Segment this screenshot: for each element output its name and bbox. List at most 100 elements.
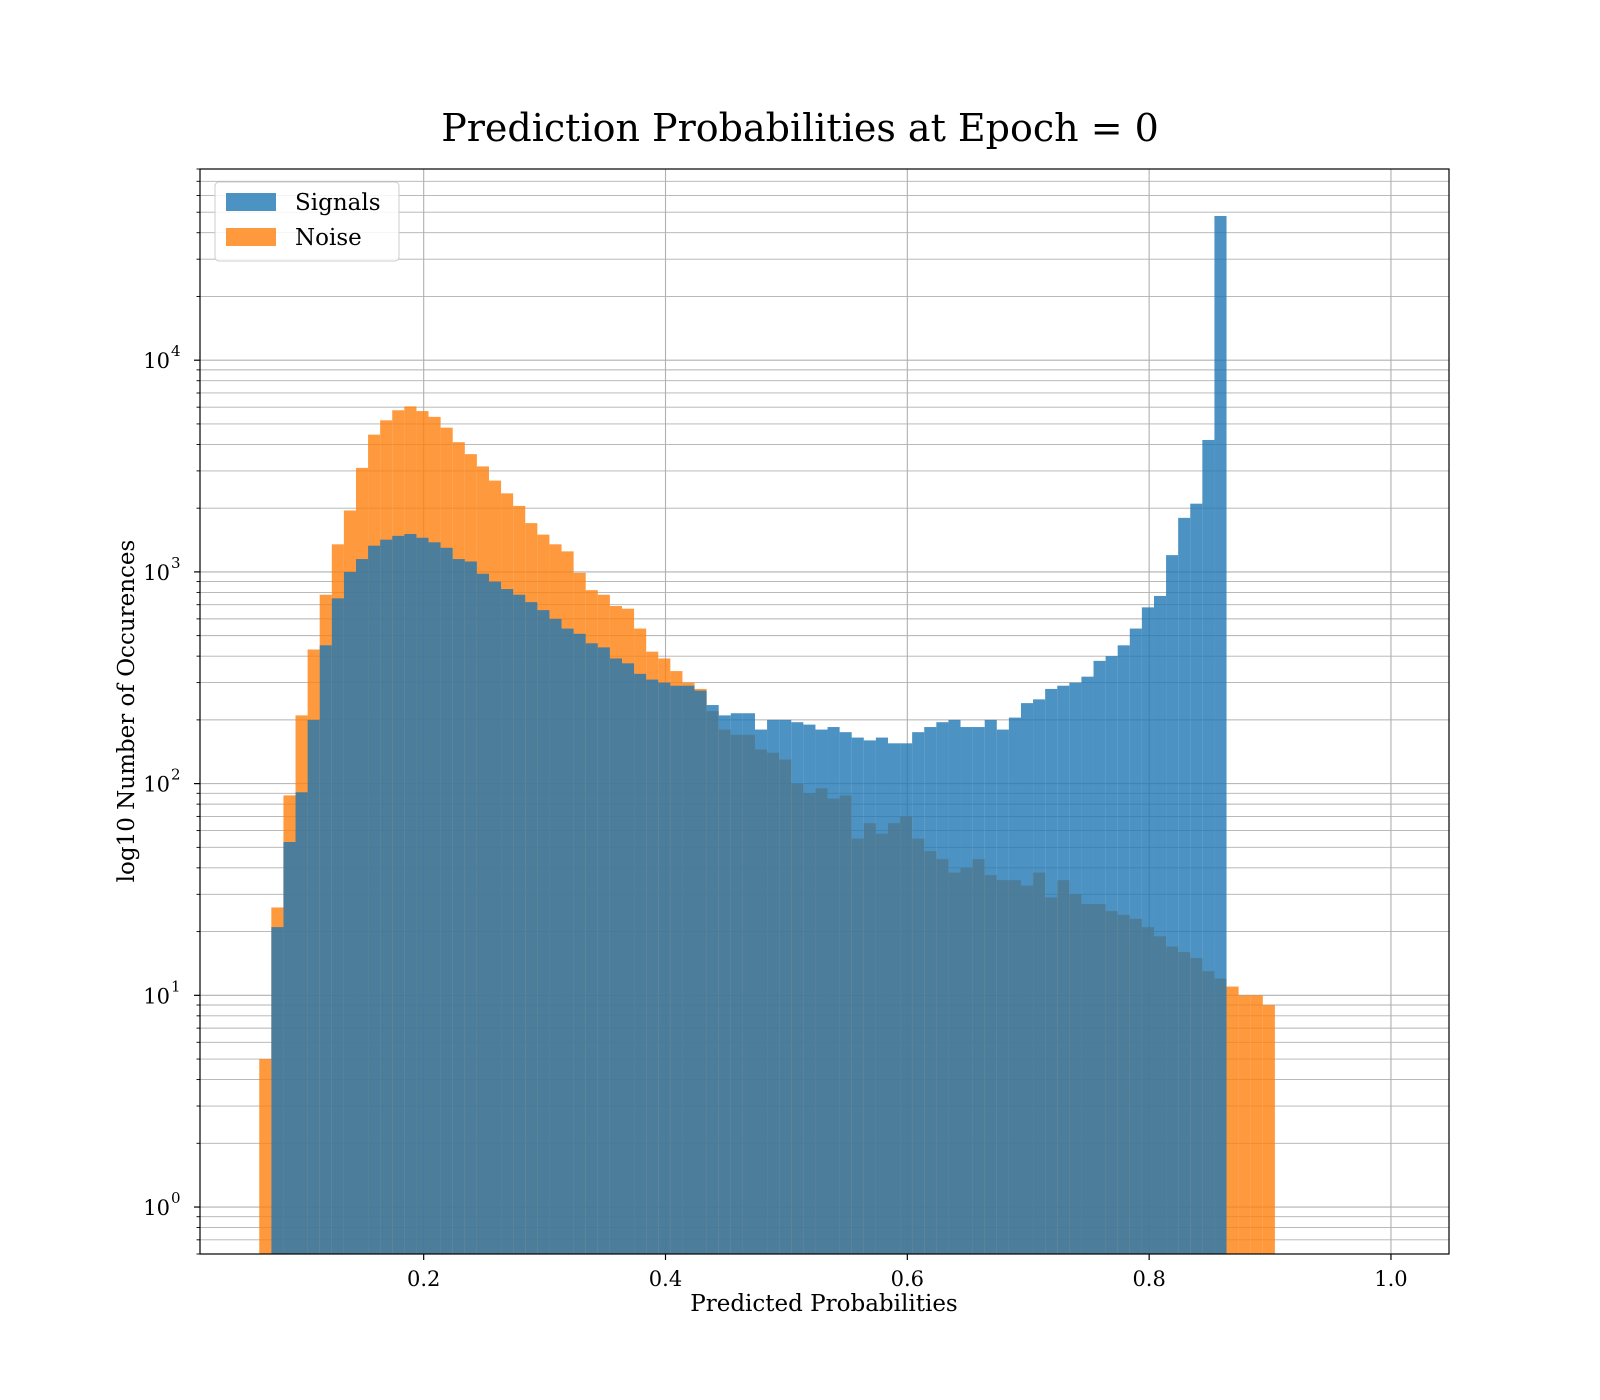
signals-bar [621, 663, 635, 1254]
signals-bar [1057, 685, 1070, 1254]
signals-bar [1153, 595, 1167, 1254]
signals-bar [960, 727, 973, 1254]
y-tick-exponent: 3 [171, 554, 181, 572]
signals-bar [634, 673, 647, 1254]
signals-bar [1093, 660, 1106, 1254]
signals-bar [646, 679, 659, 1254]
signals-bar [452, 559, 465, 1254]
signals-bar [271, 927, 284, 1254]
signals-bar [658, 682, 671, 1254]
signals-bar [501, 589, 514, 1254]
signals-bar [283, 841, 296, 1254]
signals-bar [549, 618, 562, 1254]
signals-bar [1129, 628, 1142, 1254]
signals-bar [936, 722, 949, 1254]
y-tick-exponent: 0 [171, 1189, 181, 1207]
signals-bar [440, 547, 453, 1254]
signals-bar [476, 573, 489, 1254]
signals-bar [513, 594, 526, 1254]
x-tick-label: 0.8 [1132, 1267, 1165, 1291]
y-axis-label: log10 Number of Occurences [114, 540, 140, 883]
signals-bar [827, 727, 840, 1254]
signals-bar [996, 729, 1009, 1254]
signals-bar [1141, 607, 1154, 1254]
y-tick-label: 10 [143, 1196, 170, 1220]
signals-bar [1045, 688, 1058, 1254]
noise-bar [259, 1059, 272, 1254]
signals-bar [718, 715, 731, 1254]
signals-bar [1105, 656, 1118, 1254]
signals-bar [815, 729, 828, 1254]
noise-bar [1250, 995, 1263, 1254]
signals-bar [368, 545, 381, 1254]
signals-bar [1190, 503, 1203, 1254]
signals-bar [694, 690, 707, 1254]
legend-label-signals: Signals [295, 190, 381, 216]
x-tick-label: 0.6 [891, 1267, 924, 1291]
noise-bar [1262, 1005, 1275, 1254]
signals-bar [670, 685, 683, 1254]
signals-bar [875, 737, 888, 1254]
x-tick-label: 1.0 [1374, 1267, 1407, 1291]
signals-bar [537, 610, 550, 1254]
signals-bar [585, 643, 598, 1254]
signals-bar [355, 559, 369, 1254]
signals-bar [428, 542, 441, 1254]
legend: Signals Noise [214, 181, 400, 262]
signals-bar [331, 598, 344, 1254]
plot-area [199, 168, 1450, 1255]
signals-bar [924, 727, 937, 1254]
signals-bar [1214, 215, 1227, 1255]
signals-bar [1081, 676, 1094, 1254]
signals-bar [307, 719, 320, 1254]
signals-bar [984, 719, 997, 1254]
signals-bar [380, 539, 393, 1254]
signals-bar [948, 719, 961, 1254]
signals-bar [706, 705, 719, 1254]
signals-bar [525, 602, 538, 1254]
signals-bar [1166, 555, 1179, 1254]
signals-bar [392, 535, 405, 1254]
signals-bar [682, 685, 695, 1254]
x-tick-label: 0.2 [407, 1267, 440, 1291]
x-tick-label: 0.4 [649, 1267, 682, 1291]
signals-bar [1033, 699, 1046, 1254]
plot-frame [199, 168, 1450, 1255]
signals-bar [1178, 517, 1191, 1254]
signals-bar [912, 732, 925, 1254]
signals-bar [295, 792, 308, 1254]
x-axis-ticks: 0.2 0.4 0.6 0.8 1.0 [407, 1254, 1408, 1291]
y-tick-exponent: 1 [171, 977, 181, 995]
chart-title: Prediction Probabilities at Epoch = 0 [441, 106, 1159, 150]
legend-label-noise: Noise [295, 225, 362, 251]
signals-bar [1008, 717, 1021, 1254]
signals-bar [730, 713, 743, 1254]
y-tick-label: 10 [143, 349, 170, 373]
signals-bar [464, 561, 477, 1254]
signals-bar [609, 658, 622, 1254]
signals-bar [416, 537, 429, 1254]
legend-swatch-noise [226, 228, 276, 246]
signals-bar [887, 743, 901, 1254]
signals-bar [863, 740, 876, 1254]
y-tick-exponent: 2 [171, 766, 181, 784]
signals-bar [779, 719, 792, 1254]
signals-series-bars [271, 215, 1227, 1255]
signals-bar [1117, 645, 1130, 1254]
signals-bar [1069, 682, 1082, 1254]
x-axis-label: Predicted Probabilities [690, 1291, 958, 1317]
signals-bar [767, 719, 780, 1254]
noise-bar [1226, 986, 1239, 1254]
y-tick-label: 10 [143, 984, 170, 1008]
signals-bar [319, 645, 332, 1254]
signals-bar [597, 647, 610, 1254]
signals-bar [851, 737, 864, 1254]
signals-bar [1020, 703, 1034, 1254]
legend-swatch-signals [226, 193, 276, 211]
signals-bar [1202, 439, 1215, 1255]
signals-bar [742, 713, 755, 1254]
signals-bar [791, 722, 804, 1254]
signals-bar [900, 743, 913, 1254]
